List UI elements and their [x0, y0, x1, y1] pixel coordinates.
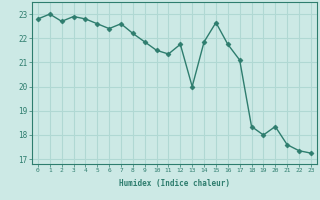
X-axis label: Humidex (Indice chaleur): Humidex (Indice chaleur)	[119, 179, 230, 188]
